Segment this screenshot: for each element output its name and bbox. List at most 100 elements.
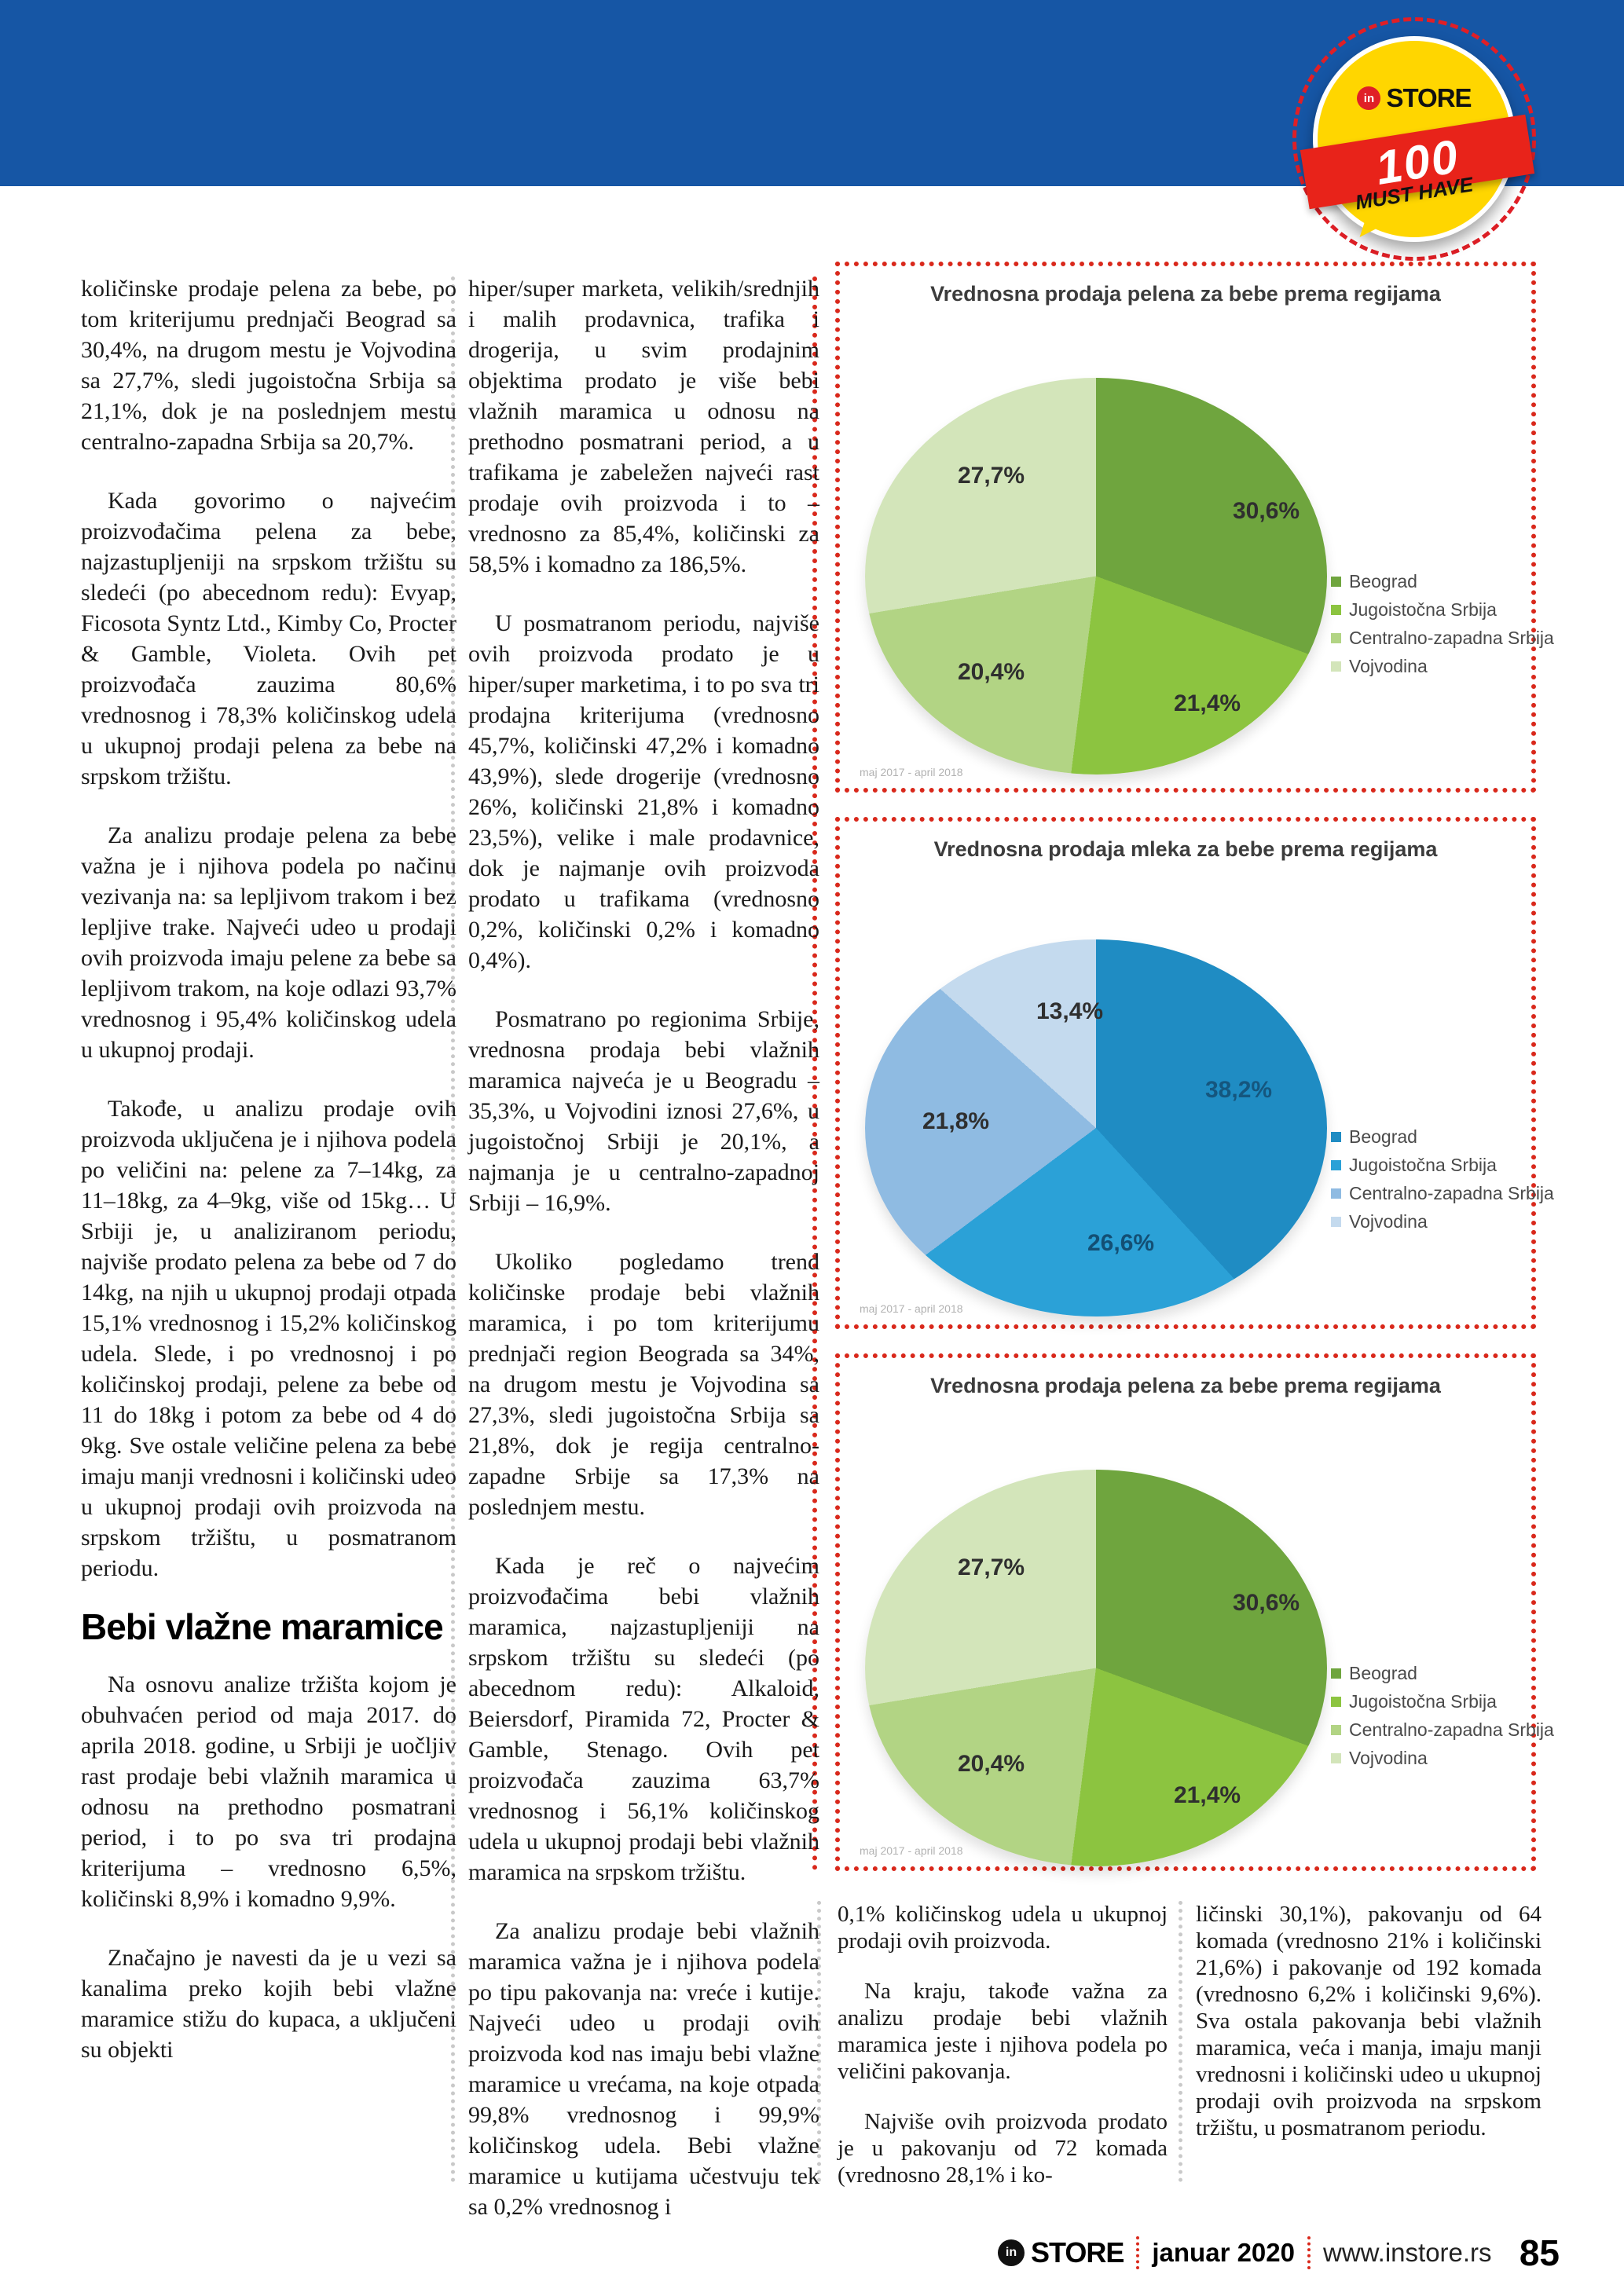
page-footer: in STORE januar 2020 www.instore.rs 85 <box>998 2229 1560 2276</box>
paragraph: Najviše ovih proizvoda prodato je u pako… <box>838 2109 1168 2188</box>
paragraph: količinske prodaje pelena za bebe, po to… <box>81 276 456 455</box>
legend-swatch <box>1331 1725 1341 1735</box>
paragraph: ličinski 30,1%), pakovanju od 64 komada … <box>1196 1902 1542 2140</box>
text-column-4: ličinski 30,1%), pakovanju od 64 komada … <box>1196 1901 1542 2170</box>
legend-swatch <box>1331 1160 1341 1170</box>
chart-caption: maj 2017 - april 2018 <box>860 766 963 778</box>
chart-plot-area: 30,6% 21,4% 20,4% 27,7% Beograd Jugoisto… <box>840 266 1554 788</box>
paragraph: Na osnovu analize tržišta kojom je obuhv… <box>81 1672 456 1912</box>
text-column-2: hiper/super marketa, velikih/srednjih i … <box>468 273 819 2250</box>
chart-plot-area: 30,6% 21,4% 20,4% 27,7% Beograd Jugoisto… <box>840 1358 1554 1866</box>
legend-swatch <box>1331 1132 1341 1142</box>
legend-label: Centralno-zapadna Srbija <box>1349 1183 1554 1203</box>
paragraph: Kada je reč o najvećim proizvođačima beb… <box>468 1553 819 1885</box>
legend-swatch <box>1331 1697 1341 1707</box>
legend-label: Beograd <box>1349 1663 1417 1683</box>
legend-item: Centralno-zapadna Srbija <box>1331 1719 1554 1741</box>
pie-value-label: 21,4% <box>1174 1782 1241 1808</box>
legend-swatch <box>1331 577 1341 587</box>
pie-value-label: 20,4% <box>958 659 1025 685</box>
footer-issue-date: januar 2020 <box>1152 2238 1295 2267</box>
paragraph: Na kraju, takođe važna za analizu prodaj… <box>838 1979 1168 2084</box>
paragraph: Takođe, u analizu prodaje ovih proizvoda… <box>81 1096 456 1581</box>
badge-circle: in STORE 100 MUST HAVE <box>1300 36 1535 246</box>
legend-item: Centralno-zapadna Srbija <box>1331 628 1554 649</box>
paragraph: Posmatrano po regionima Srbije, vrednosn… <box>468 1006 819 1216</box>
pie <box>865 378 1327 774</box>
chart-title: Vrednosna prodaja pelena za bebe prema r… <box>930 282 1441 306</box>
legend-swatch <box>1331 661 1341 672</box>
legend-label: Vojvodina <box>1349 656 1428 676</box>
badge-logo: in STORE <box>1318 83 1511 113</box>
pie-chart-pelene-1: Vrednosna prodaja pelena za bebe prema r… <box>835 262 1554 793</box>
legend-label: Jugoistočna Srbija <box>1349 599 1497 620</box>
chart-title: Vrednosna prodaja mleka za bebe prema re… <box>933 837 1438 861</box>
legend-item: Vojvodina <box>1331 656 1554 677</box>
chart-legend: Beograd Jugoistočna Srbija Centralno-zap… <box>1331 1663 1554 1776</box>
page-number: 85 <box>1519 2232 1560 2273</box>
legend-label: Jugoistočna Srbija <box>1349 1155 1497 1175</box>
legend-label: Centralno-zapadna Srbija <box>1349 628 1554 648</box>
pie-value-label: 30,6% <box>1233 498 1300 524</box>
text-column-3: 0,1% količinskog udela u ukupnoj prodaji… <box>838 1901 1168 2212</box>
chart-legend: Beograd Jugoistočna Srbija Centralno-zap… <box>1331 571 1554 684</box>
chart-plot-area: 38,2% 26,6% 21,8% 13,4% Beograd Jugoisto… <box>840 822 1554 1324</box>
paragraph: Ukoliko pogledamo trend količinske proda… <box>468 1249 819 1520</box>
section-heading: Bebi vlažne maramice <box>81 1606 444 1647</box>
pie-chart-pelene-2: Vrednosna prodaja pelena za bebe prema r… <box>835 1353 1554 1871</box>
footer-divider <box>1136 2236 1140 2269</box>
legend-item: Beograd <box>1331 571 1554 592</box>
legend-swatch <box>1331 1753 1341 1763</box>
paragraph: U posmatranom periodu, najviše ovih proi… <box>468 610 819 973</box>
legend-item: Jugoistočna Srbija <box>1331 1691 1554 1712</box>
legend-swatch <box>1331 605 1341 615</box>
chart-title: Vrednosna prodaja pelena za bebe prema r… <box>930 1374 1441 1397</box>
in-logo-icon: in <box>1357 86 1381 110</box>
legend-item: Beograd <box>1331 1663 1554 1684</box>
text-column-1: količinske prodaje pelena za bebe, po to… <box>81 273 456 2093</box>
pie-value-label: 27,7% <box>958 463 1025 489</box>
paragraph: Značajno je navesti da je u vezi sa kana… <box>81 1945 456 2063</box>
column-divider <box>451 276 455 2184</box>
chart-legend: Beograd Jugoistočna Srbija Centralno-zap… <box>1331 1126 1554 1240</box>
column-divider <box>1179 1901 1182 2182</box>
legend-label: Jugoistočna Srbija <box>1349 1691 1497 1712</box>
legend-swatch <box>1331 633 1341 643</box>
pie-value-label: 21,8% <box>922 1108 990 1134</box>
legend-label: Centralno-zapadna Srbija <box>1349 1719 1554 1740</box>
pie-value-label: 38,2% <box>1205 1077 1273 1103</box>
chart-caption: maj 2017 - april 2018 <box>860 1302 963 1315</box>
legend-swatch <box>1331 1217 1341 1227</box>
pie-value-label: 30,6% <box>1233 1590 1300 1616</box>
footer-store-label: STORE <box>1031 2236 1124 2269</box>
pie-value-label: 20,4% <box>958 1751 1025 1777</box>
paragraph: hiper/super marketa, velikih/srednjih i … <box>468 276 819 577</box>
legend-label: Beograd <box>1349 1126 1417 1147</box>
badge-store-label: STORE <box>1386 83 1472 112</box>
paragraph: Za analizu prodaje bebi vlažnih maramica… <box>468 1918 819 2220</box>
legend-label: Beograd <box>1349 571 1417 591</box>
column-divider-red <box>812 276 817 1871</box>
legend-item: Vojvodina <box>1331 1748 1554 1769</box>
footer-website: www.instore.rs <box>1323 2238 1492 2267</box>
legend-label: Vojvodina <box>1349 1211 1428 1232</box>
paragraph: Za analizu prodaje pelena za bebe važna … <box>81 822 456 1063</box>
paragraph: Kada govorimo o najvećim proizvođačima p… <box>81 488 456 789</box>
legend-item: Jugoistočna Srbija <box>1331 599 1554 621</box>
column-divider <box>817 1901 821 2182</box>
paragraph: 0,1% količinskog udela u ukupnoj prodaji… <box>838 1902 1168 1954</box>
pie-value-label: 13,4% <box>1036 998 1104 1024</box>
legend-item: Beograd <box>1331 1126 1554 1148</box>
legend-swatch <box>1331 1668 1341 1679</box>
pie-value-label: 21,4% <box>1174 690 1241 716</box>
legend-label: Vojvodina <box>1349 1748 1428 1768</box>
pie-chart-mleko: Vrednosna prodaja mleka za bebe prema re… <box>835 817 1554 1329</box>
chart-caption: maj 2017 - april 2018 <box>860 1844 963 1857</box>
instore-100-must-have-badge: in STORE 100 MUST HAVE <box>1270 0 1559 284</box>
legend-item: Vojvodina <box>1331 1211 1554 1232</box>
pie-value-label: 27,7% <box>958 1554 1025 1580</box>
footer-divider <box>1307 2236 1311 2269</box>
legend-swatch <box>1331 1188 1341 1199</box>
pie <box>865 939 1327 1316</box>
